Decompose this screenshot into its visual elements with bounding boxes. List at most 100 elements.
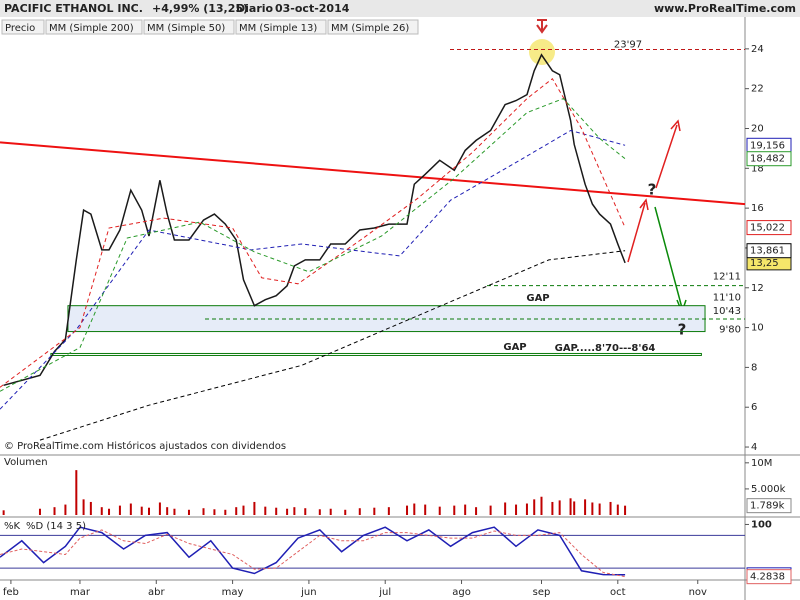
volume-bar [100, 507, 103, 515]
moving-average [0, 129, 626, 410]
volume-bar [584, 499, 587, 515]
volume-bar [158, 502, 161, 515]
volume-bar [406, 505, 409, 515]
volume-bar [242, 505, 245, 515]
volume-bar [533, 499, 536, 515]
y-tick-label: 10 [751, 323, 764, 334]
level-label: 9'80 [719, 325, 741, 336]
legend-label: MM (Simple 13) [239, 23, 317, 34]
legend-box [1, 19, 45, 35]
volume-bar [275, 507, 278, 515]
value-label: 19,156 [750, 140, 785, 151]
y-tick-label: 12 [751, 283, 764, 294]
volume-bar [413, 503, 416, 515]
volume-bar [358, 508, 361, 515]
value-label: 4.2838 [750, 572, 785, 583]
level-label: 11'10 [713, 293, 741, 304]
y-tick-label: 16 [751, 203, 764, 214]
moving-average [39, 250, 626, 441]
volume-bar [489, 505, 492, 515]
volume-bar [140, 506, 143, 515]
volume-bar [591, 502, 594, 515]
volume-bar [540, 496, 543, 515]
volume-bar [598, 503, 601, 515]
y-tick-label: 5.000k [751, 484, 786, 495]
legend-box [235, 19, 327, 35]
y-tick-label: 20 [751, 123, 764, 134]
volume-bar [82, 499, 85, 515]
volume-bar [453, 505, 456, 515]
volume-bar [148, 507, 150, 515]
legend-box [327, 19, 419, 35]
volume-bar [525, 503, 528, 515]
y-tick-label: 24 [751, 44, 764, 55]
title: PACIFIC ETHANOL INC. [4, 2, 143, 15]
oscillator-line [0, 529, 626, 578]
value-box [746, 569, 792, 585]
volume-bar [373, 507, 376, 515]
volume-bar [173, 508, 176, 515]
legend-label: MM (Simple 50) [147, 23, 225, 34]
x-tick-label: jun [300, 587, 316, 598]
volume-bar [129, 503, 132, 515]
y-tick-label: 4 [751, 442, 757, 453]
y-tick-label: 10M [751, 458, 772, 469]
period: Diario [236, 2, 274, 15]
legend-box [143, 19, 235, 35]
legend-label: MM (Simple 26) [331, 23, 409, 34]
x-tick-label: may [222, 587, 244, 598]
panel-title: Volumen [4, 457, 48, 468]
volume-bar [187, 509, 190, 515]
header-bar [0, 0, 800, 17]
volume-bar [108, 508, 111, 515]
volume-bar [235, 507, 238, 515]
volume-bar [318, 509, 321, 515]
x-tick-label: jul [378, 587, 391, 598]
value-box [746, 243, 792, 259]
price-line [3, 53, 626, 387]
x-tick-label: ago [452, 587, 471, 598]
y-tick-label: 100 [751, 519, 772, 530]
arrow [627, 198, 649, 263]
arrow [655, 119, 681, 189]
annotation: ? [648, 181, 657, 199]
volume-bar [253, 501, 256, 515]
x-tick-label: nov [689, 587, 707, 598]
volume-bar [616, 504, 619, 515]
volume-bar [475, 507, 478, 515]
value-label: 1.789k [750, 501, 785, 512]
footer: © ProRealTime.com Históricos ajustados c… [4, 440, 286, 452]
volume-bar [286, 508, 289, 515]
gap-box [50, 352, 702, 356]
volume-bar [118, 505, 121, 515]
volume-bar [202, 508, 205, 515]
legend: Precio MM (Simple 200) MM (Simple 50) MM (S… [1, 19, 419, 35]
y-tick-label: 22 [751, 84, 764, 95]
volume-bar [329, 508, 332, 515]
date: 03-oct-2014 [275, 2, 350, 15]
level-label: 12'11 [713, 272, 741, 283]
highlight [529, 39, 555, 65]
x-tick-label: mar [70, 587, 91, 598]
volume-bar [387, 507, 390, 515]
value-label: 13,25 [750, 258, 779, 269]
value-box [746, 151, 792, 167]
x-tick-label: sep [533, 587, 551, 598]
moving-average [0, 98, 626, 392]
annotation: GAP [526, 293, 549, 304]
volume-bar [264, 506, 267, 515]
arrow [654, 206, 687, 315]
x-tick-label: oct [610, 587, 626, 598]
annotation: GAP.....8'70---8'64 [555, 343, 656, 354]
legend-label: Precio [5, 23, 35, 34]
x-tick-label: abr [148, 587, 165, 598]
volume-bar [293, 507, 296, 515]
volume-bar [551, 501, 554, 515]
volume-bar [344, 509, 347, 515]
annotation: ? [678, 321, 687, 339]
panel-title: %D (14 3 5) [26, 521, 86, 532]
volume-bar [224, 509, 227, 515]
volume-bar [464, 504, 467, 515]
volume-bar [515, 504, 518, 515]
volume-bar [89, 501, 92, 515]
